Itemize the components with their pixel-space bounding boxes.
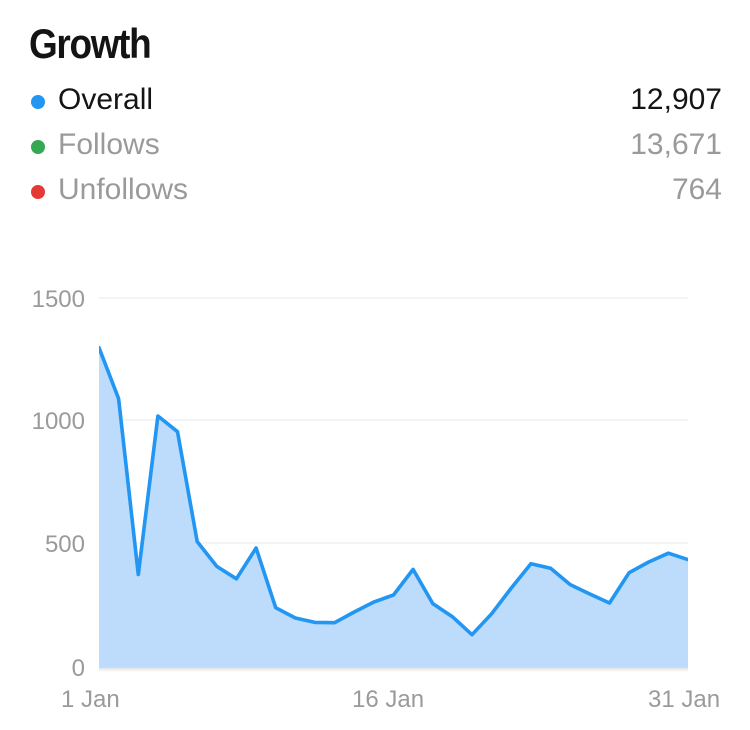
svg-text:500: 500 — [45, 531, 85, 558]
svg-text:0: 0 — [72, 655, 85, 682]
svg-text:31 Jan: 31 Jan — [648, 686, 720, 713]
svg-text:16 Jan: 16 Jan — [352, 686, 424, 713]
svg-text:1000: 1000 — [32, 408, 85, 435]
svg-text:1500: 1500 — [32, 286, 85, 313]
svg-text:1 Jan: 1 Jan — [61, 686, 120, 713]
